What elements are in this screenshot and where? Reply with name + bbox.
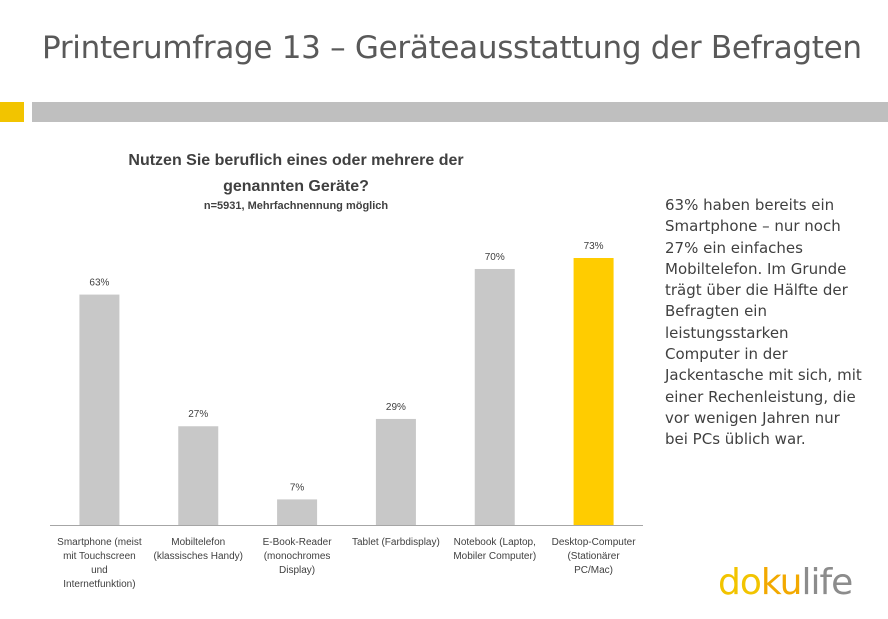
bar-5 (573, 258, 614, 525)
bar-1 (178, 426, 219, 525)
value-label-5: 73% (584, 241, 604, 252)
bar-2 (277, 499, 318, 525)
category-label-2: E-Book-Reader (monochromes Display) (263, 537, 333, 576)
chart-subtitle: n=5931, Mehrfachnennung möglich (203, 200, 389, 212)
chart-title: Nutzen Sie beruflich eines oder mehrere … (128, 152, 464, 195)
value-label-0: 63% (89, 278, 109, 289)
category-label-5: Desktop-Computer (Stationärer PC/Mac) (552, 537, 637, 576)
category-label-0: Smartphone (meist mit Touchscreen und Inter… (57, 537, 142, 590)
bar-0 (79, 294, 120, 525)
bar-4 (474, 268, 515, 525)
dokulife-logo: dokulife (718, 562, 853, 603)
category-label-1: Mobiltelefon (klassisches Handy) (154, 537, 243, 562)
bar-3 (375, 418, 416, 525)
accent-bar (0, 102, 24, 122)
category-label-3: Tablet (Farbdisplay) (352, 537, 440, 548)
value-label-4: 70% (485, 252, 505, 263)
side-commentary: 63% haben bereits ein Smartphone – nur n… (665, 196, 862, 449)
value-label-1: 27% (188, 409, 208, 420)
value-label-3: 29% (386, 402, 406, 413)
logo-part-ku: ku (760, 562, 803, 603)
slide-title: Printerumfrage 13 – Geräteausstattung de… (42, 30, 862, 66)
title-divider-bar (32, 102, 888, 122)
logo-part-do: do (718, 562, 762, 603)
category-label-4: Notebook (Laptop, Mobiler Computer) (453, 537, 536, 562)
value-label-2: 7% (290, 482, 305, 493)
logo-part-life: life (801, 562, 853, 603)
